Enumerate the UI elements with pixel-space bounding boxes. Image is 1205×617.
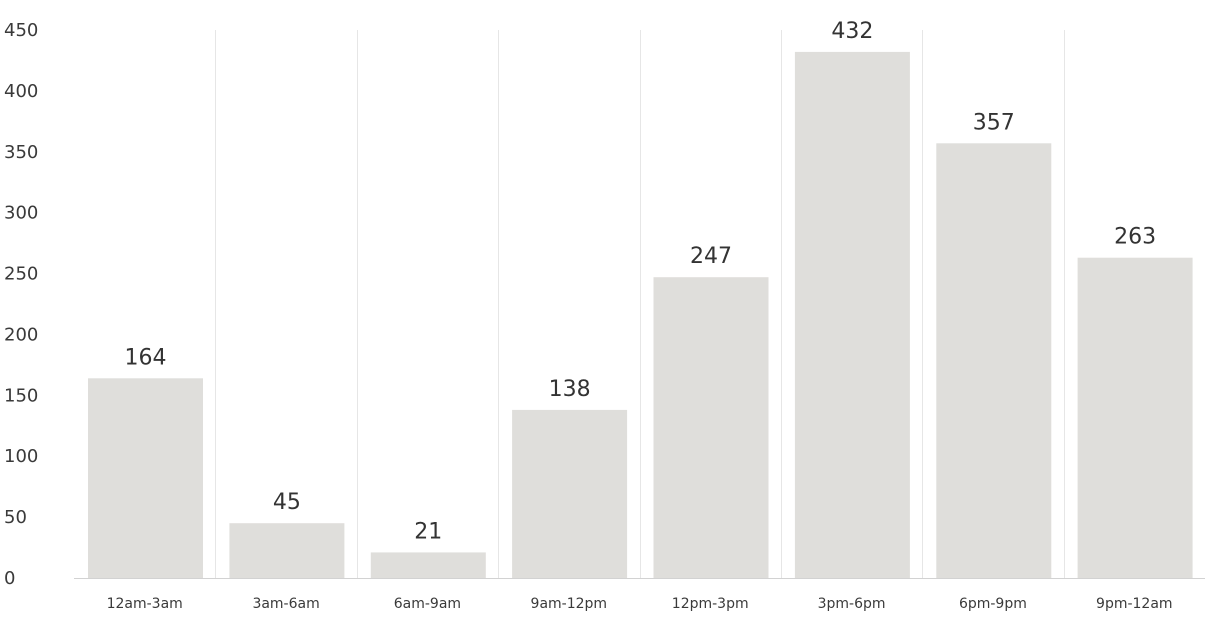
y-tick-label: 350 bbox=[4, 142, 38, 163]
y-tick-label: 0 bbox=[4, 568, 15, 589]
y-tick-label: 400 bbox=[4, 81, 38, 102]
bar bbox=[229, 523, 345, 578]
y-tick-label: 150 bbox=[4, 385, 38, 406]
y-tick-label: 250 bbox=[4, 264, 38, 285]
x-tick-label: 6am-9am bbox=[394, 596, 461, 612]
data-label: 357 bbox=[973, 110, 1015, 135]
bar bbox=[88, 378, 203, 578]
data-label: 21 bbox=[414, 519, 442, 544]
data-label: 432 bbox=[831, 19, 873, 44]
bar bbox=[794, 51, 910, 578]
x-tick-label: 9am-12pm bbox=[531, 596, 608, 612]
bar bbox=[512, 409, 628, 578]
y-tick-label: 50 bbox=[4, 507, 27, 528]
y-tick-label: 300 bbox=[4, 203, 38, 224]
labels: 164 12am-3am 45 3am-6am 21 6am-9am 138 9am-12pm… bbox=[4, 19, 1173, 612]
y-tick-label: 450 bbox=[4, 20, 38, 41]
bar bbox=[370, 552, 486, 578]
data-label: 247 bbox=[690, 244, 732, 269]
bars bbox=[88, 51, 1193, 579]
x-tick-label: 3pm-6pm bbox=[818, 596, 886, 612]
data-label: 138 bbox=[549, 377, 591, 402]
x-tick-label: 6pm-9pm bbox=[959, 596, 1027, 612]
data-label: 45 bbox=[273, 490, 301, 515]
y-tick-label: 200 bbox=[4, 324, 38, 345]
x-tick-label: 12am-3am bbox=[107, 596, 183, 612]
bar bbox=[653, 277, 769, 578]
data-label: 164 bbox=[125, 345, 167, 370]
x-tick-label: 3am-6am bbox=[252, 596, 319, 612]
x-tick-label: 9pm-12am bbox=[1096, 596, 1173, 612]
bar bbox=[936, 143, 1052, 579]
bar bbox=[1077, 257, 1193, 578]
data-label: 263 bbox=[1114, 225, 1156, 250]
grid bbox=[215, 30, 1065, 578]
x-tick-label: 12pm-3pm bbox=[672, 596, 749, 612]
y-tick-label: 100 bbox=[4, 446, 38, 467]
